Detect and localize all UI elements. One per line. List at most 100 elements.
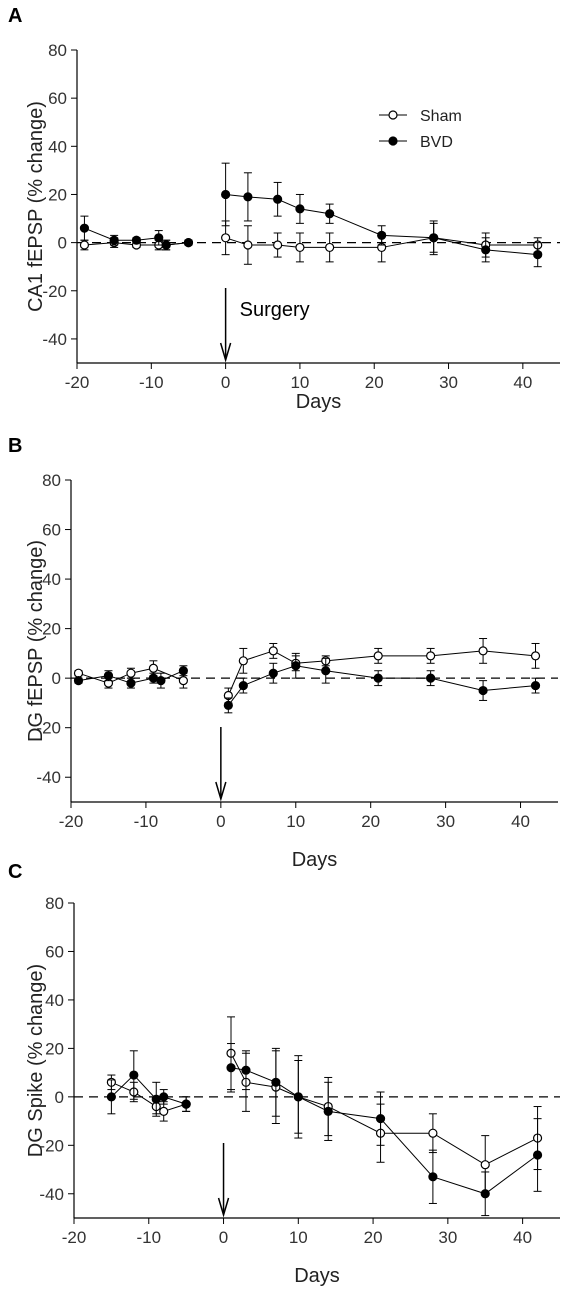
y-tick-label: 20 [45,1039,64,1058]
series-line [230,1053,538,1166]
y-tick-label: -20 [36,719,61,738]
data-point [238,656,248,666]
y-tick-label: -40 [36,768,61,787]
x-tick-label: 20 [361,812,380,831]
x-tick-label: 0 [216,812,225,831]
y-tick-label: 80 [42,471,61,490]
y-tick-label: 60 [42,521,61,540]
x-tick-label: 20 [364,1228,383,1247]
data-point [243,192,253,202]
y-tick-label: 20 [42,620,61,639]
data-point [103,671,114,681]
data-point [241,1065,251,1075]
x-tick-label: -10 [136,1228,161,1247]
data-point [154,233,164,243]
data-point [131,235,142,245]
data-point [129,1070,139,1080]
data-point [375,1114,386,1124]
data-point [126,678,136,688]
data-point [159,1092,169,1102]
panel-label: A [8,5,22,27]
data-point [223,700,233,711]
x-tick-label: 10 [289,1228,308,1247]
x-tick-label: 30 [438,1228,457,1247]
y-tick-label: 60 [45,942,64,961]
data-point [428,1128,438,1138]
data-point [377,230,387,240]
data-point [271,1077,281,1087]
y-axis-title: DG fEPSP (% change) [25,540,47,742]
x-axis-title: Days [294,1265,340,1287]
data-point [481,245,491,255]
data-point [181,1099,191,1109]
data-point [321,666,331,676]
data-point [480,1160,490,1170]
data-point [293,1092,303,1102]
data-point [295,242,305,253]
data-point [373,673,383,683]
surgery-arrow-head [215,781,227,802]
data-point [478,685,488,696]
legend-label-bvd: BVD [420,134,453,151]
y-tick-label: 40 [42,570,61,589]
y-tick-label: 40 [48,137,67,156]
x-tick-label: -10 [139,373,164,392]
legend-marker-sham [388,110,398,120]
y-tick-label: 40 [45,991,64,1010]
data-point [109,235,119,245]
x-tick-label: 0 [219,1228,228,1247]
y-tick-label: -20 [39,1136,64,1155]
x-tick-label: -20 [62,1228,87,1247]
x-axis-title: Days [296,391,342,413]
panel-label: B [8,435,22,457]
data-point [148,663,159,673]
x-tick-label: 30 [436,812,455,831]
data-point [325,242,335,253]
legend-label-sham: Sham [420,108,462,125]
data-point [238,680,248,691]
data-point [530,680,541,691]
y-axis-title: DG Spike (% change) [25,964,47,1157]
y-tick-label: 0 [52,669,61,688]
series-bvd [106,1043,543,1217]
data-point [79,240,90,250]
x-tick-label: 10 [290,373,309,392]
x-tick-label: -20 [65,373,90,392]
data-point [79,223,90,233]
data-point [273,194,283,204]
data-point [428,1172,438,1182]
y-tick-label: 0 [55,1088,64,1107]
series-sham [73,638,541,704]
y-tick-label: -40 [39,1185,64,1204]
data-point [268,668,278,678]
y-tick-label: -20 [42,282,67,301]
panel-label: C [8,861,22,883]
series-sham [106,1016,543,1195]
data-point [268,646,278,656]
data-point [159,1106,169,1116]
x-axis-title: Days [292,849,338,871]
data-point [478,646,488,656]
data-point [183,238,194,248]
data-point [530,651,541,661]
y-tick-label: -40 [42,330,67,349]
y-tick-label: 0 [58,234,67,253]
x-tick-label: 40 [511,812,530,831]
data-point [429,233,439,243]
data-point [480,1189,490,1199]
y-tick-label: 60 [48,89,67,108]
data-point [106,1092,116,1102]
data-point [151,1094,161,1104]
x-tick-label: -10 [134,812,159,831]
data-point [221,233,231,243]
data-point [73,676,84,686]
data-point [73,668,84,678]
series-line [111,1074,187,1105]
y-axis-title: CA1 fEPSP (% change) [25,101,47,312]
y-tick-label: 80 [48,41,67,60]
data-point [221,189,231,200]
data-point [178,676,188,686]
